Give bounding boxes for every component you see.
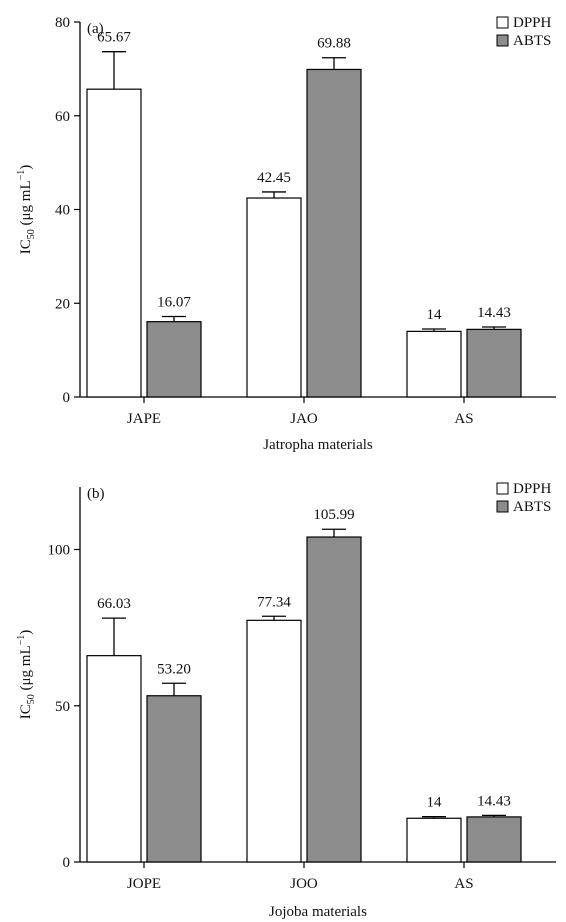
y-tick-label: 50 [55,699,70,715]
data-label: 42.45 [257,170,291,186]
legend-label-dpph: DPPH [513,481,552,497]
y-tick-label: 80 [55,15,70,31]
panel-label: (a) [87,21,104,37]
x-tick-label: JAO [290,411,318,427]
y-axis-label-units: (μg mL [18,180,34,229]
legend-label-abts: ABTS [513,499,551,515]
legend-swatch-abts [496,500,509,513]
legend-label-abts: ABTS [513,33,551,49]
x-axis-label: Jojoba materials [269,904,367,920]
bar-dpph-joo [246,619,302,863]
y-tick-label: 0 [63,855,71,871]
y-axis-label-sub: 50 [26,694,37,704]
data-label: 14 [427,795,443,811]
x-tick-label: JAPE [127,411,161,427]
bar-dpph-jape [86,88,142,398]
legend-swatch-dpph [496,16,509,29]
data-label: 14 [427,307,443,323]
y-tick-label: 0 [63,390,71,406]
y-axis-label: IC50 (μg mL−1) [16,165,37,255]
y-axis-label-sup: −1 [16,170,27,181]
data-label: 105.99 [313,507,354,523]
y-tick-label: 40 [55,203,70,219]
y-axis-label-main: IC [18,704,34,719]
legend-swatch-dpph [496,482,509,495]
x-tick-label: AS [454,411,473,427]
bar-dpph-as [406,817,462,863]
data-label: 16.07 [157,295,191,311]
bar-dpph-jope [86,655,142,863]
x-tick-label: JOPE [127,876,161,892]
bar-abts-jao [306,68,362,398]
y-axis-label: IC50 (μg mL−1) [16,630,37,720]
data-label: 69.88 [317,36,351,52]
y-axis-label-close: ) [18,630,34,635]
data-label: 53.20 [157,661,191,677]
panel-label: (b) [87,486,105,502]
x-tick-label: JOO [290,876,318,892]
y-tick-label: 20 [55,296,70,312]
y-axis-label-units: (μg mL [18,645,34,694]
data-label: 65.67 [97,30,131,46]
x-axis-label: Jatropha materials [263,437,373,453]
y-axis-label-main: IC [18,239,34,254]
legend-label-dpph: DPPH [513,15,552,31]
bar-dpph-jao [246,197,302,398]
y-axis-label-sup: −1 [16,635,27,646]
y-tick-label: 60 [55,109,70,125]
bar-dpph-as [406,330,462,398]
data-label: 14.43 [477,793,511,809]
bar-abts-as [466,816,522,863]
bar-abts-jope [146,695,202,863]
bar-abts-joo [306,536,362,863]
x-tick-label: AS [454,876,473,892]
legend-swatch-abts [496,34,509,47]
y-tick-label: 100 [48,543,71,559]
bar-abts-jape [146,321,202,398]
bar-abts-as [466,328,522,398]
data-label: 14.43 [477,305,511,321]
data-label: 77.34 [257,594,291,610]
data-label: 66.03 [97,596,131,612]
chart-panel-1: 0 20 40 60 80 IC50 (μg mL−1) (a) JAPE 65.67 16.07… [16,15,556,453]
y-axis-label-close: ) [18,165,34,170]
y-axis-label-sub: 50 [26,229,37,239]
